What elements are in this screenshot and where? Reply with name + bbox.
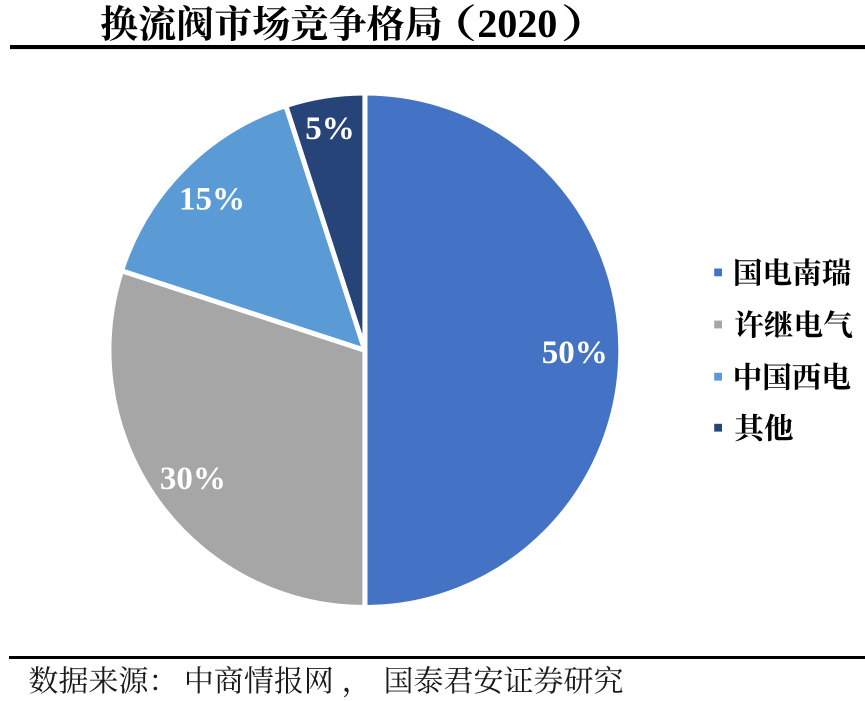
svg-text:50%: 50% — [542, 335, 608, 371]
svg-text:30%: 30% — [160, 461, 226, 497]
svg-text:15%: 15% — [179, 181, 245, 217]
svg-text:5%: 5% — [305, 111, 355, 147]
